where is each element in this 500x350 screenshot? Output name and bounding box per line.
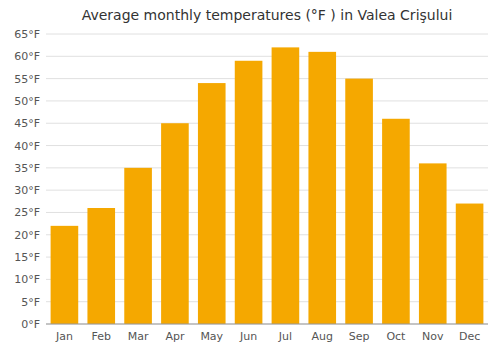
x-axis: Jan Feb Mar Apr May Jun Jul Aug Sep Oct Nov Dec — [46, 324, 488, 343]
y-tick-label: 5°F — [21, 296, 40, 309]
bar — [345, 79, 373, 324]
bar — [235, 61, 263, 324]
grid-line — [46, 123, 488, 124]
bar — [382, 119, 410, 324]
x-tick-label: Dec — [459, 330, 480, 343]
y-tick-label: 0°F — [21, 318, 40, 331]
y-tick-label: 45°F — [14, 117, 40, 130]
x-axis-line — [46, 324, 488, 325]
x-tick-label: Oct — [386, 330, 406, 343]
bar — [198, 83, 226, 324]
x-tick-label: Feb — [92, 330, 111, 343]
chart-container: Average monthly temperatures (°F ) in Va… — [0, 0, 500, 350]
grid-line — [46, 100, 488, 101]
bar — [161, 123, 189, 324]
bar — [272, 47, 300, 324]
grid-line — [46, 145, 488, 146]
title: Average monthly temperatures (°F ) in Va… — [82, 7, 453, 23]
bar — [456, 204, 484, 324]
bars — [51, 47, 484, 324]
x-tick-label: Aug — [312, 330, 333, 343]
y-axis: 0°F 5°F 10°F 15°F 20°F 25°F 30°F 35°F 40°F 45°F 50… — [14, 28, 40, 331]
x-tick-label: Sep — [349, 330, 370, 343]
y-tick-label: 40°F — [14, 140, 40, 153]
grid-line — [46, 56, 488, 57]
y-tick-label: 65°F — [14, 28, 40, 41]
grid-line — [46, 34, 488, 35]
page: {"chart_data": {"type": "bar", "title": … — [0, 0, 500, 350]
y-grid — [46, 34, 488, 324]
y-tick-label: 50°F — [14, 95, 40, 108]
grid-line — [46, 324, 488, 325]
x-tick-label: Mar — [128, 330, 149, 343]
y-tick-label: 25°F — [14, 206, 40, 219]
x-tick-label: May — [200, 330, 223, 343]
y-tick-label: 30°F — [14, 184, 40, 197]
y-tick-label: 20°F — [14, 229, 40, 242]
y-tick-label: 10°F — [14, 273, 40, 286]
y-tick-label: 15°F — [14, 251, 40, 264]
grid-line — [46, 78, 488, 79]
bar — [308, 52, 336, 324]
x-tick-label: Jul — [278, 330, 292, 343]
bar — [87, 208, 115, 324]
bar — [419, 163, 447, 324]
x-tick-label: Jun — [239, 330, 257, 343]
bar — [51, 226, 79, 324]
y-tick-label: 55°F — [14, 73, 40, 86]
x-tick-label: Nov — [422, 330, 444, 343]
x-tick-label: Apr — [165, 330, 185, 343]
y-tick-label: 60°F — [14, 50, 40, 63]
x-tick-label: Jan — [55, 330, 73, 343]
bar — [124, 168, 152, 324]
chart: Average monthly temperatures (°F ) in Va… — [0, 0, 500, 350]
y-tick-label: 35°F — [14, 162, 40, 175]
